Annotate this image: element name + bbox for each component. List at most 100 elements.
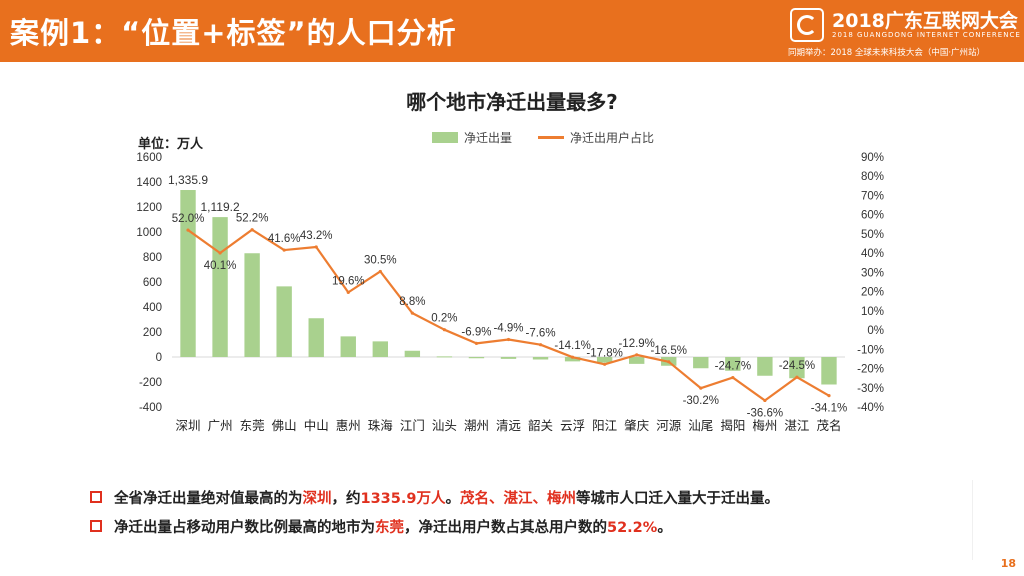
- chart-title: 哪个地市净迁出量最多?: [406, 90, 618, 114]
- bar-value-label: 1,335.9: [168, 173, 208, 187]
- y-left-tick-label: 1600: [136, 152, 162, 164]
- line-point: [474, 341, 479, 345]
- line-point: [250, 228, 254, 232]
- legend-label-bar: 净迁出量: [464, 131, 513, 145]
- legend-item-line: 净迁出用户占比: [538, 129, 654, 146]
- line-point: [282, 248, 286, 252]
- y-right-tick-label: 20%: [861, 287, 884, 299]
- bullet-list: 全省净迁出量绝对值最高的为深圳，约1335.9万人。茂名、湛江、梅州等城市人口迁…: [90, 485, 779, 543]
- line-value-label: 30.5%: [364, 254, 397, 266]
- line-point: [731, 375, 735, 380]
- y-left-tick-label: 1400: [136, 177, 162, 189]
- y-right-tick-label: 40%: [861, 248, 884, 260]
- bullet-segment: 。: [657, 519, 672, 536]
- line-value-label: 52.0%: [172, 213, 205, 225]
- bullet-item: 全省净迁出量绝对值最高的为深圳，约1335.9万人。茂名、湛江、梅州等城市人口迁…: [90, 485, 779, 509]
- header-bar: 案例1：“位置+标签”的人口分析 2018广东互联网大会 2018 GUANGD…: [0, 0, 1024, 62]
- x-category-label: 清远: [496, 418, 522, 433]
- logo-icon: [790, 8, 824, 42]
- bar: [308, 318, 324, 357]
- logo-name: 2018广东互联网大会: [832, 10, 1018, 32]
- line-point: [218, 251, 222, 255]
- legend-item-bar: 净迁出量: [432, 129, 512, 146]
- x-category-label: 揭阳: [720, 418, 745, 433]
- bar: [628, 357, 645, 364]
- conference-logo: 2018广东互联网大会 2018 GUANGDONG INTERNET CONF…: [788, 6, 1021, 58]
- x-category-label: 茂名: [816, 418, 841, 433]
- highlight-text: 东莞: [375, 519, 404, 536]
- line-point: [795, 375, 799, 379]
- line-value-label: 40.1%: [204, 260, 237, 272]
- logo-cohost: 同期举办：2018 全球未来科技大会（中国·广州站）: [788, 48, 986, 58]
- line-value-label: -24.7%: [715, 361, 751, 373]
- bar: [821, 357, 837, 385]
- line-value-label: -6.9%: [461, 326, 491, 338]
- square-bullet-icon: [90, 491, 102, 503]
- line-value-label: -36.6%: [747, 407, 783, 419]
- y-left-tick-label: 200: [143, 327, 162, 339]
- bar: [404, 350, 421, 357]
- x-category-label: 东莞: [240, 418, 265, 433]
- x-category-label: 湛江: [784, 418, 809, 433]
- y-right-tick-label: -20%: [857, 364, 884, 376]
- y-left-tick-label: 400: [143, 302, 162, 314]
- bullet-segment: 全省净迁出量绝对值最高的为: [114, 490, 303, 507]
- line-point: [410, 311, 414, 315]
- line-value-label: 43.2%: [300, 230, 333, 242]
- bullet-segment: 。: [445, 490, 460, 507]
- line-point: [603, 362, 607, 366]
- line-point: [346, 290, 350, 294]
- line-value-label: -7.6%: [526, 328, 556, 340]
- unit-label: 单位：万人: [138, 137, 204, 152]
- legend-swatch-bar: [432, 132, 458, 143]
- legend-swatch-line: [538, 136, 565, 139]
- bar: [468, 357, 485, 359]
- bullet-text: 净迁出量占移动用户数比例最高的地市为东莞，净迁出用户数占其总用户数的52.2%。: [114, 516, 672, 537]
- line-point: [635, 353, 639, 357]
- x-category-label: 深圳: [176, 418, 201, 433]
- y-right-tick-label: 30%: [861, 267, 884, 279]
- x-category-label: 云浮: [560, 418, 585, 433]
- y-left-tick-label: -400: [139, 402, 162, 414]
- y-right-tick-label: 60%: [861, 210, 884, 222]
- bar: [596, 357, 613, 363]
- bar: [500, 357, 517, 359]
- line-point: [314, 245, 318, 249]
- line-point: [506, 337, 511, 342]
- x-category-label: 汕头: [432, 418, 457, 433]
- line-value-label: -24.5%: [779, 360, 815, 372]
- line-point: [699, 386, 703, 390]
- line-value-label: 0.2%: [431, 313, 457, 325]
- line-point: [538, 343, 543, 347]
- line-point: [827, 394, 831, 398]
- highlight-text: 茂名、湛江、梅州: [459, 490, 576, 507]
- x-category-label: 潮州: [464, 418, 489, 433]
- legend-label-line: 净迁出用户占比: [570, 131, 655, 145]
- line-point: [378, 269, 382, 274]
- y-left-tick-label: 0: [156, 352, 162, 364]
- bullet-segment: ，净迁出用户数占其总用户数的: [404, 519, 607, 536]
- line-point: [570, 355, 575, 359]
- logo-subtitle: 2018 GUANGDONG INTERNET CONFERENCE: [832, 31, 1021, 39]
- bar: [725, 357, 741, 371]
- bar: [532, 357, 549, 360]
- x-category-label: 佛山: [272, 418, 297, 433]
- bullet-text: 全省净迁出量绝对值最高的为深圳，约1335.9万人。茂名、湛江、梅州等城市人口迁…: [114, 487, 779, 508]
- line-value-label: -4.9%: [493, 323, 523, 335]
- x-category-label: 河源: [656, 418, 682, 433]
- bar: [564, 357, 581, 362]
- bullet-segment: 净迁出量占移动用户数比例最高的地市为: [114, 519, 375, 536]
- line-point: [763, 398, 767, 403]
- line-value-label: -16.5%: [651, 345, 687, 357]
- x-category-label: 梅州: [752, 418, 777, 433]
- x-category-label: 江门: [400, 418, 425, 433]
- x-category-label: 阳江: [592, 418, 617, 433]
- y-right-tick-label: -40%: [857, 402, 884, 414]
- square-bullet-icon: [90, 520, 102, 532]
- line-value-label: -30.2%: [683, 395, 719, 407]
- line-value-label: 19.6%: [332, 275, 365, 287]
- highlight-text: 1335.9万人: [360, 490, 446, 507]
- page-number: 18: [1000, 557, 1016, 570]
- y-left-tick-label: -200: [139, 377, 162, 389]
- y-right-tick-label: -10%: [857, 344, 884, 356]
